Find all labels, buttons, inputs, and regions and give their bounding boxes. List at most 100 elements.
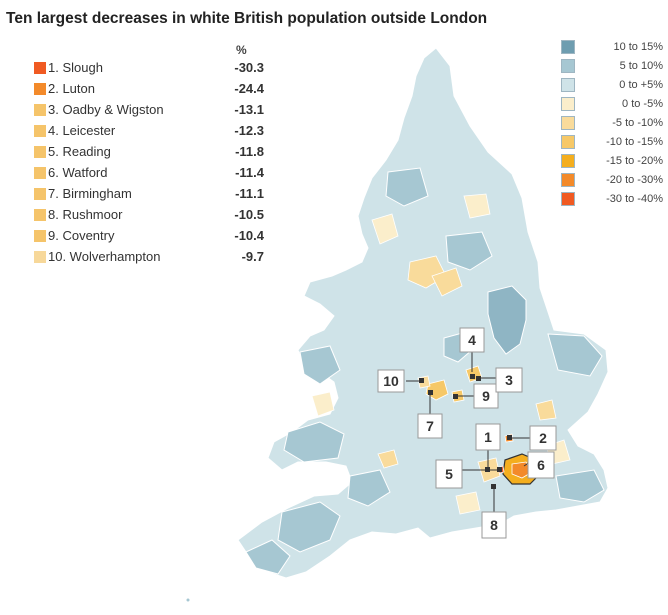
legend-row: -30 to -40%: [561, 192, 665, 207]
legend-swatch: [561, 40, 575, 54]
ranking-label: 5. Reading: [48, 144, 111, 159]
region-cornwall: [245, 539, 291, 575]
ranking-label: 3. Oadby & Wigston: [48, 102, 164, 117]
ranking-value: -11.1: [235, 186, 264, 201]
marker-luton: [507, 435, 512, 440]
ranking-label: 8. Rushmoor: [48, 207, 123, 222]
ranking-swatch: [34, 167, 46, 179]
region-hampshire: [455, 491, 481, 515]
legend-row: -5 to -10%: [561, 116, 665, 131]
legend-row: -15 to -20%: [561, 154, 665, 169]
callout-box-4: [459, 327, 485, 353]
ranking-row: 7. Birmingham -11.1: [34, 186, 264, 202]
ranking-swatch: [34, 83, 46, 95]
callout-box-9: [473, 383, 499, 409]
callout-box-1: [475, 423, 501, 451]
legend-swatch: [561, 173, 575, 187]
legend-label: -30 to -40%: [606, 193, 663, 205]
callout-label-8: 8: [490, 517, 498, 533]
region-yorkshire: [445, 231, 493, 271]
region-north-pennines: [385, 167, 429, 207]
legend-row: 0 to -5%: [561, 97, 665, 112]
ranking-swatch: [34, 251, 46, 263]
legend-label: -10 to -15%: [606, 136, 663, 148]
ranking-label: 4. Leicester: [48, 123, 116, 138]
region-cambridge: [535, 399, 557, 421]
ranking-value: -11.4: [235, 165, 264, 180]
ranking-value: -30.3: [234, 60, 264, 75]
callout-box-10: [377, 369, 405, 393]
ranking-label: 1. Slough: [48, 60, 103, 75]
region-tyneside: [463, 193, 491, 219]
region-wales-south: [283, 421, 345, 463]
ranking-value: -13.1: [234, 102, 264, 117]
legend-label: -15 to -20%: [606, 155, 663, 167]
ranking-swatch: [34, 62, 46, 74]
ranking-swatch: [34, 188, 46, 200]
legend-label: 0 to -5%: [622, 98, 663, 110]
ranking-swatch: [34, 104, 46, 116]
marker-rushmoor: [491, 484, 496, 489]
isles-of-scilly: [186, 598, 190, 602]
ranking-row: 3. Oadby & Wigston -13.1: [34, 102, 264, 118]
ranking-value: -9.7: [241, 249, 264, 264]
legend-swatch: [561, 97, 575, 111]
marker-oadby-wigston: [476, 376, 481, 381]
callout-box-5: [435, 459, 463, 489]
callout-label-9: 9: [482, 388, 490, 404]
ranking-row: 5. Reading -11.8: [34, 144, 264, 160]
region-west-yorkshire: [431, 267, 463, 297]
callout-label-1: 1: [484, 429, 492, 445]
region-somerset: [347, 469, 391, 507]
callout-label-3: 3: [505, 372, 513, 388]
ranking-swatch: [34, 230, 46, 242]
region-wales-west: [299, 345, 341, 385]
region-wales-mid: [311, 391, 335, 417]
callout-boxes: 10 7 9 4 3 1 2 6 5 8: [377, 327, 557, 539]
region-bristol: [377, 449, 399, 469]
legend-row: 5 to 10%: [561, 59, 665, 74]
region-southwest-devon: [277, 501, 341, 553]
ranking-swatch: [34, 146, 46, 158]
ranking-value: -24.4: [234, 81, 264, 96]
ranking-value: -10.4: [234, 228, 264, 243]
ranking-row: 1. Slough -30.3: [34, 60, 264, 76]
legend-swatch: [561, 154, 575, 168]
region-london-inner: [511, 461, 533, 479]
legend-row: -10 to -15%: [561, 135, 665, 150]
callout-label-2: 2: [539, 430, 547, 446]
ranking-value: -12.3: [234, 123, 264, 138]
legend-swatch: [561, 59, 575, 73]
legend-swatch: [561, 192, 575, 206]
legend-row: -20 to -30%: [561, 173, 665, 188]
ranking-value: -10.5: [234, 207, 264, 222]
region-cumbria-pocket: [371, 213, 399, 245]
ranking-swatch: [34, 209, 46, 221]
callout-box-8: [481, 511, 507, 539]
legend-label: 10 to 15%: [613, 41, 663, 53]
callout-markers: [419, 374, 512, 489]
callout-label-10: 10: [383, 373, 399, 389]
legend-row: 10 to 15%: [561, 40, 665, 55]
ranking-row: 4. Leicester -12.3: [34, 123, 264, 139]
callout-box-3: [495, 367, 523, 393]
marker-slough: [497, 467, 502, 472]
ranking-label: 10. Wolverhampton: [48, 249, 161, 264]
legend-swatch: [561, 116, 575, 130]
map-title: Ten largest decreases in white British p…: [6, 10, 488, 27]
callout-box-2: [529, 425, 557, 451]
ranking-row: 6. Watford -11.4: [34, 165, 264, 181]
legend-label: 5 to 10%: [619, 60, 663, 72]
percent-column-header: %: [236, 43, 247, 57]
marker-coventry: [453, 394, 458, 399]
marker-reading: [485, 467, 490, 472]
callout-leader-lines: [406, 352, 531, 512]
england-wales-landmass: [237, 47, 609, 579]
ranking-row: 9. Coventry -10.4: [34, 228, 264, 244]
ranking-row: 8. Rushmoor -10.5: [34, 207, 264, 223]
region-lincolnshire: [487, 285, 527, 355]
ranking-swatch: [34, 125, 46, 137]
region-norfolk: [547, 333, 603, 377]
legend-label: -20 to -30%: [606, 174, 663, 186]
